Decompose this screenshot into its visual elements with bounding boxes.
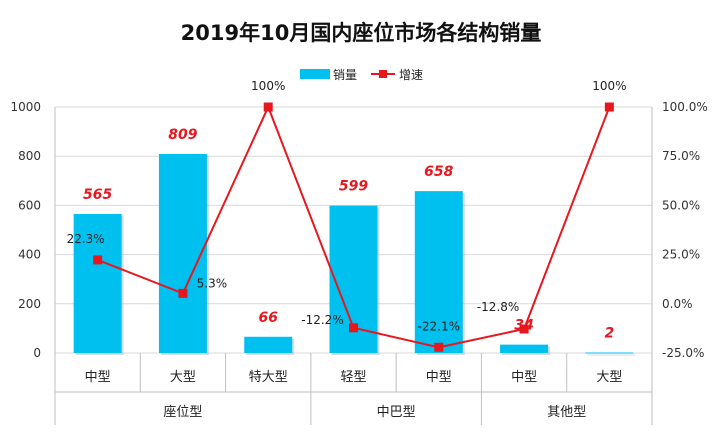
growth-marker: [178, 288, 188, 298]
y-tick-left: 800: [18, 149, 41, 163]
growth-value-label: 22.3%: [67, 232, 105, 246]
y-tick-left: 0: [33, 346, 41, 360]
y-tick-right: -25.0%: [662, 346, 704, 360]
bar-value-label: 658: [424, 164, 453, 180]
y-tick-right: 75.0%: [662, 149, 700, 163]
category-label: 中型: [85, 370, 111, 385]
growth-value-label: -22.1%: [418, 319, 460, 333]
category-label: 中型: [511, 370, 537, 385]
y-tick-right: 100.0%: [662, 100, 708, 114]
growth-value-label: -12.8%: [477, 300, 519, 314]
y-tick-right: 0.0%: [662, 297, 693, 311]
category-label: 大型: [596, 370, 622, 385]
bar-value-label: 599: [339, 179, 368, 195]
y-tick-left: 1000: [10, 100, 41, 114]
growth-marker: [93, 255, 103, 265]
y-tick-left: 400: [18, 248, 41, 262]
group-label: 座位型: [163, 405, 202, 420]
growth-value-label: 100%: [592, 79, 626, 93]
bar: [244, 336, 293, 353]
growth-marker: [349, 323, 358, 333]
bar-value-label: 565: [83, 187, 112, 203]
legend-swatch-bar: [300, 69, 330, 79]
group-label: 中巴型: [377, 405, 416, 420]
bar: [500, 344, 549, 353]
plot-area: 0 -25.0% 200 0.0% 400 25.0% 600 50.0% 800 75.0% 10…: [10, 79, 708, 425]
bar-shadow: [587, 354, 636, 356]
bar: [73, 214, 122, 353]
category-label: 大型: [170, 370, 196, 385]
growth-marker: [263, 102, 273, 112]
y-tick-left: 200: [18, 297, 41, 311]
bar-value-label: 2: [604, 326, 614, 342]
bar: [158, 153, 207, 353]
category-label: 特大型: [249, 370, 288, 385]
y-tick-left: 600: [18, 198, 41, 212]
growth-value-label: 5.3%: [197, 276, 228, 290]
legend-label-growth: 增速: [399, 68, 423, 82]
bar-value-label: 66: [258, 310, 278, 326]
legend-label-sales: 销量: [333, 68, 357, 82]
growth-marker: [604, 102, 614, 112]
y-tick-right: 50.0%: [662, 198, 700, 212]
growth-value-label: 100%: [251, 79, 285, 93]
growth-marker: [519, 324, 529, 334]
bar-value-label: 809: [168, 127, 197, 143]
bar: [414, 191, 463, 353]
bar: [585, 352, 634, 354]
category-label: 轻型: [340, 370, 366, 385]
category-label: 中型: [426, 370, 452, 385]
growth-value-label: -12.2%: [301, 313, 343, 327]
legend-swatch-marker: [379, 70, 387, 78]
growth-marker: [434, 342, 444, 352]
legend: 销量 增速: [300, 68, 423, 82]
y-tick-right: 25.0%: [662, 248, 700, 262]
group-label: 其他型: [547, 405, 586, 420]
chart-title: 2019年10月国内座位市场各结构销量: [181, 21, 542, 45]
